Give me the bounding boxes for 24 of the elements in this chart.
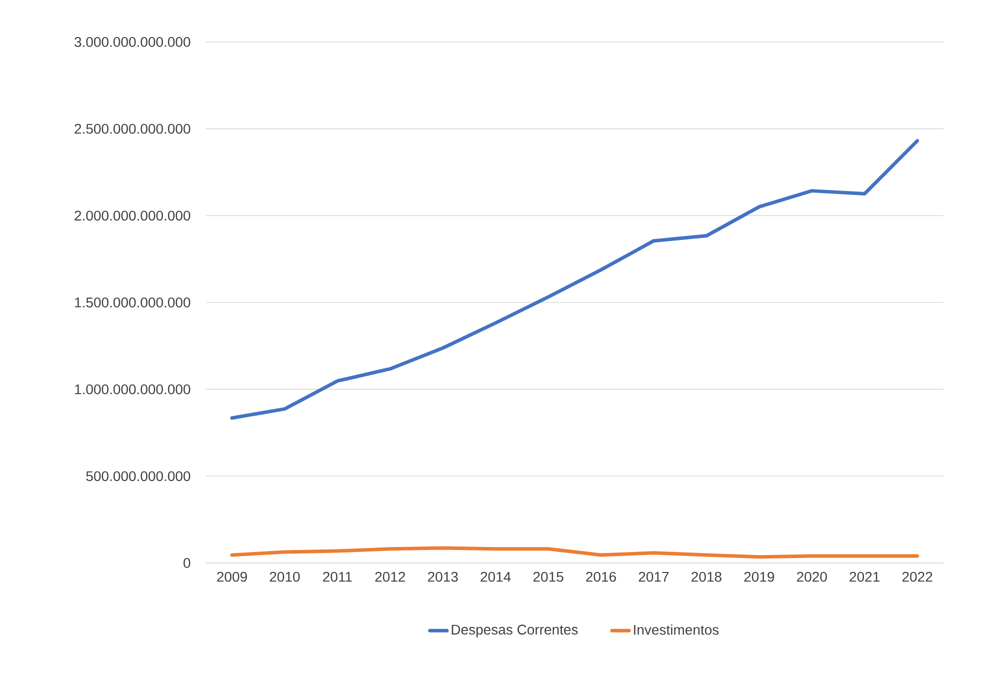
x-tick-label: 2016 xyxy=(586,572,616,582)
x-tick-label: 2017 xyxy=(638,572,669,582)
y-tick-label: 2.500.000.000.000 xyxy=(74,124,190,134)
x-tick-label: 2009 xyxy=(217,572,247,582)
x-tick-label: 2022 xyxy=(902,572,932,582)
y-tick-label: 0 xyxy=(184,558,190,568)
line-series xyxy=(230,139,920,420)
x-tick-label: 2012 xyxy=(375,572,406,582)
legend-label: Despesas Correntes xyxy=(452,624,578,638)
x-tick-label: 2013 xyxy=(428,572,458,582)
x-tick-label: 2010 xyxy=(270,572,300,582)
legend-label: Investimentos xyxy=(634,624,719,635)
x-tick-label: 2018 xyxy=(692,572,722,582)
x-tick-label: 2011 xyxy=(323,572,352,582)
x-tick-label: 2019 xyxy=(744,572,774,582)
y-tick-label: 1.000.000.000.000 xyxy=(75,384,190,394)
x-tick-label: 2014 xyxy=(480,572,511,582)
y-tick-label: 500.000.000.000 xyxy=(86,471,190,482)
x-tick-label: 2020 xyxy=(797,572,827,582)
x-tick-label: 2015 xyxy=(533,572,564,582)
y-tick-label: 1.500.000.000.000 xyxy=(75,298,190,308)
x-tick-label: 2021 xyxy=(850,572,880,582)
y-tick-label: 2.000.000.000.000 xyxy=(74,210,190,221)
y-tick-label: 3.000.000.000.000 xyxy=(74,37,190,47)
